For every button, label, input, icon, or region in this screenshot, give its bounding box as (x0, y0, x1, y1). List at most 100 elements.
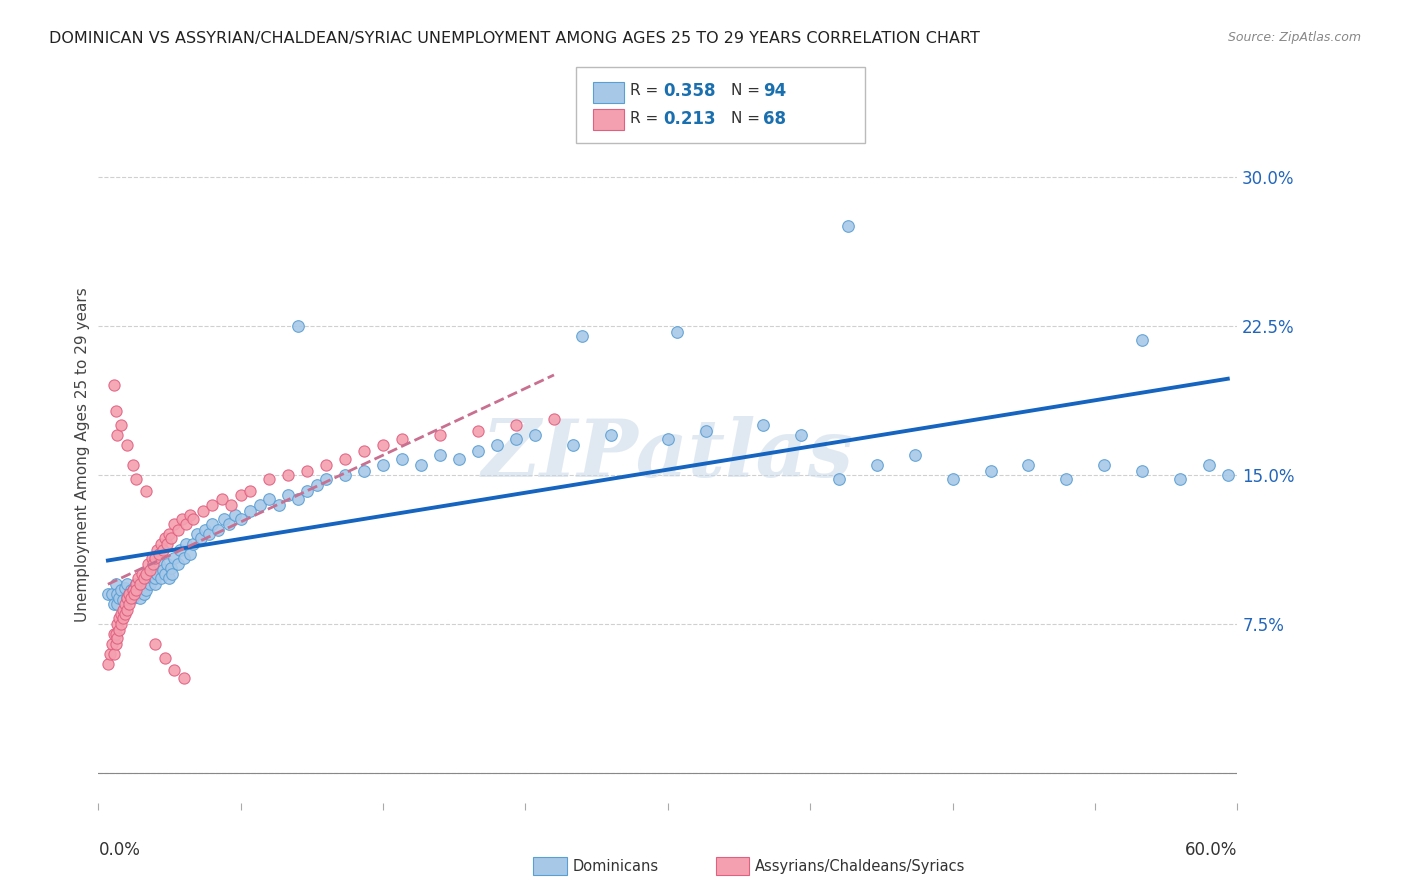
Point (543, 412, 565, 426)
Point (467, 424, 489, 438)
Point (110, 616, 132, 631)
Point (866, 458, 889, 472)
Y-axis label: Unemployment Among Ages 25 to 29 years: Unemployment Among Ages 25 to 29 years (75, 287, 90, 623)
Point (562, 438, 585, 452)
Point (1018, 458, 1040, 472)
Point (97, 657, 120, 671)
Point (152, 543, 174, 558)
Point (110, 418, 132, 433)
Point (201, 517, 224, 532)
Point (146, 543, 169, 558)
Point (571, 328, 593, 343)
Point (449, 451, 471, 466)
Point (150, 571, 173, 585)
Point (148, 547, 170, 561)
Point (657, 432, 679, 446)
Point (115, 591, 138, 605)
Point (179, 508, 201, 522)
Point (145, 637, 167, 651)
Point (174, 537, 197, 551)
Point (153, 567, 176, 582)
Point (1198, 458, 1220, 472)
Point (136, 567, 159, 582)
Point (124, 581, 146, 595)
Point (1132, 464, 1154, 478)
Point (104, 637, 127, 651)
Point (110, 583, 132, 598)
Point (229, 488, 252, 502)
Text: 0.213: 0.213 (664, 110, 716, 128)
Point (505, 418, 527, 433)
Point (100, 587, 122, 601)
Point (391, 432, 413, 446)
Point (138, 577, 160, 591)
Point (467, 444, 489, 458)
Text: 0.358: 0.358 (664, 82, 716, 100)
Point (666, 325, 689, 339)
Point (112, 611, 135, 625)
Text: 68: 68 (763, 110, 786, 128)
Point (904, 448, 927, 462)
Point (174, 517, 197, 532)
Text: Assyrians/Chaldeans/Syriacs: Assyrians/Chaldeans/Syriacs (755, 859, 966, 873)
Point (828, 472, 851, 486)
Point (100, 637, 122, 651)
Point (170, 511, 193, 525)
Point (141, 551, 163, 566)
Point (142, 567, 165, 582)
Point (118, 597, 141, 611)
Point (790, 428, 813, 442)
Point (315, 472, 337, 486)
Point (115, 603, 138, 617)
Point (259, 472, 281, 486)
Point (259, 491, 281, 506)
Point (524, 428, 547, 442)
Point (115, 591, 138, 605)
Point (107, 616, 129, 631)
Point (190, 532, 212, 546)
Point (1170, 472, 1192, 486)
Point (121, 583, 143, 598)
Point (167, 558, 190, 572)
Point (135, 583, 157, 598)
Point (129, 577, 152, 591)
Point (277, 467, 299, 482)
Point (287, 318, 309, 333)
Point (145, 571, 167, 585)
Point (229, 511, 252, 525)
Point (173, 551, 195, 566)
Point (142, 558, 165, 572)
Point (103, 597, 125, 611)
Point (212, 511, 235, 525)
Point (391, 451, 413, 466)
Point (141, 571, 163, 585)
Point (183, 511, 205, 525)
Point (131, 581, 153, 595)
Point (305, 477, 328, 491)
Point (429, 428, 451, 442)
Text: N =: N = (731, 112, 765, 126)
Text: N =: N = (731, 84, 765, 98)
Point (197, 527, 219, 541)
Point (127, 583, 149, 598)
Point (108, 611, 131, 625)
Point (837, 219, 859, 234)
Point (194, 524, 217, 538)
Point (315, 458, 337, 472)
Point (335, 451, 357, 466)
Point (129, 591, 152, 605)
Text: Dominicans: Dominicans (572, 859, 658, 873)
Point (167, 524, 190, 538)
Point (600, 428, 623, 442)
Point (148, 558, 170, 572)
Point (157, 571, 180, 585)
Point (1216, 467, 1239, 482)
Point (124, 587, 146, 601)
Point (173, 671, 195, 685)
Point (135, 577, 157, 591)
Point (169, 543, 191, 558)
Point (103, 378, 125, 392)
Point (371, 458, 394, 472)
Point (297, 464, 319, 478)
Point (150, 537, 173, 551)
